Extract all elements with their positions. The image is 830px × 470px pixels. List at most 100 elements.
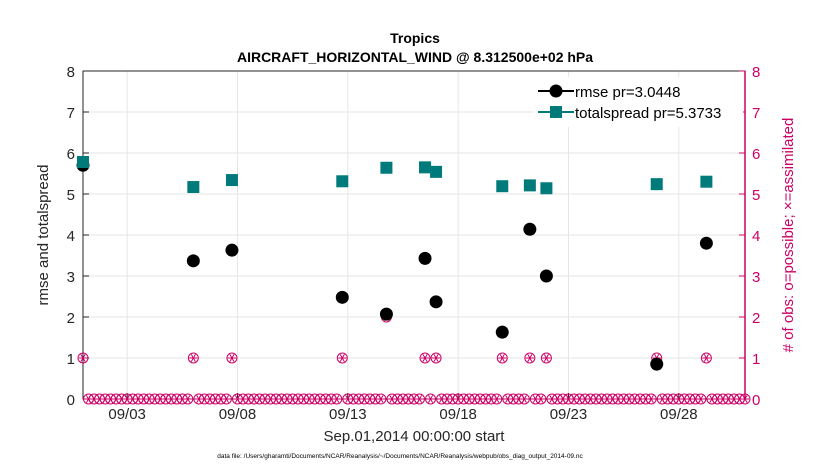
obs-count-point (187, 352, 199, 364)
x-tick-label: 09/03 (108, 406, 146, 423)
legend-rmse-label: rmse pr=3.0448 (575, 84, 680, 101)
chart-subtitle: AIRCRAFT_HORIZONTAL_WIND @ 8.312500e+02 … (237, 49, 593, 65)
y-tick-label-left: 4 (67, 228, 75, 245)
y-tick-label-right: 3 (752, 269, 760, 286)
totalspread-point (523, 179, 536, 192)
obs-count-point (540, 352, 552, 364)
y-tick-label-left: 8 (67, 64, 75, 81)
obs-possible-marker (540, 352, 552, 364)
obs-count-point (695, 393, 707, 405)
obs-possible-marker (645, 393, 657, 405)
totalspread-point (650, 178, 663, 191)
y-tick-label-left: 2 (67, 310, 75, 327)
totalspread-point (77, 156, 89, 169)
obs-count-point (645, 393, 657, 405)
legend: rmse pr=3.0448 totalspread pr=5.3733 (533, 77, 743, 127)
rmse-point (379, 307, 393, 321)
obs-count-point (496, 352, 508, 364)
x-axis-label: Sep.01,2014 00:00:00 start (324, 428, 506, 445)
obs-possible-marker (336, 352, 348, 364)
totalspread-point (336, 175, 349, 188)
obs-possible-marker (414, 393, 426, 405)
grid (83, 70, 745, 400)
legend-box (533, 77, 743, 127)
obs-assimilated-marker (416, 395, 423, 403)
chart-title: Tropics (390, 30, 440, 46)
totalspread-point (496, 180, 509, 193)
obs-count-point (524, 352, 536, 364)
y-tick-label-left: 7 (67, 105, 75, 122)
y-tick-label-left: 0 (67, 392, 75, 409)
obs-assimilated-marker (494, 395, 500, 403)
obs-possible-marker (491, 393, 503, 405)
left-axis: 0 1 2 3 4 5 6 7 8 (67, 64, 89, 409)
obs-possible-marker (535, 393, 547, 405)
obs-possible-marker (375, 393, 387, 405)
obs-assimilated-marker (185, 395, 191, 403)
totalspread-point (430, 165, 443, 178)
obs-assimilated-marker (742, 395, 748, 403)
obs-assimilated-marker (229, 354, 235, 362)
rmse-point (418, 251, 432, 265)
obs-assimilated-marker (190, 354, 196, 362)
rmse-point (225, 243, 239, 257)
obs-possible-marker (695, 393, 707, 405)
y-tick-label-right: 2 (752, 310, 760, 327)
obs-possible-marker (700, 352, 712, 364)
obs-possible-marker (182, 393, 194, 405)
obs-count-point (518, 393, 530, 405)
footnote: data file: /Users/gharamti/Documents/NCA… (217, 453, 583, 460)
rmse-point (523, 222, 537, 236)
series-layer (76, 156, 713, 371)
rmse-point (429, 295, 443, 309)
obs-count-point (491, 393, 503, 405)
x-tick-label: 09/28 (660, 406, 698, 423)
obs-assimilated-marker (422, 354, 428, 362)
rmse-point (335, 290, 349, 304)
x-tick-label: 09/13 (329, 406, 367, 423)
obs-count-point (220, 393, 232, 405)
rmse-point (539, 269, 553, 283)
y-tick-label-right: 8 (752, 64, 760, 81)
y-tick-label-right: 7 (752, 105, 760, 122)
y-tick-label-right: 5 (752, 187, 760, 204)
obs-possible-marker (226, 352, 238, 364)
y-tick-label-left: 6 (67, 146, 75, 163)
obs-assimilated-marker (80, 354, 86, 362)
obs-assimilated-marker (521, 395, 527, 403)
obs-count-point (375, 393, 387, 405)
obs-count-point (739, 393, 751, 405)
obs-possible-marker (220, 393, 232, 405)
obs-count-point (358, 393, 370, 405)
legend-spread-label: totalspread pr=5.3733 (575, 105, 721, 122)
obs-count-point (77, 352, 89, 364)
obs-assimilated-marker (223, 395, 229, 403)
obs-count-layer (77, 311, 751, 405)
obs-assimilated-marker (428, 395, 434, 403)
legend-spread-marker (550, 106, 562, 118)
obs-count-point (182, 393, 194, 405)
obs-assimilated-marker (698, 395, 704, 403)
obs-assimilated-marker (334, 395, 340, 403)
y-tick-label-right: 1 (752, 351, 760, 368)
y-tick-label-right: 4 (752, 228, 760, 245)
rmse-point (650, 357, 664, 371)
legend-rmse-marker (549, 84, 563, 98)
obs-count-point (331, 393, 343, 405)
y-axis-label-right: # of obs: o=possible; ×=assimilated (780, 118, 797, 353)
x-axis: 09/03 09/08 09/13 09/18 09/23 09/28 (108, 393, 698, 423)
obs-count-point (414, 393, 426, 405)
y-tick-label-left: 3 (67, 269, 75, 286)
totalspread-point (187, 181, 200, 194)
y-tick-label-left: 1 (67, 351, 75, 368)
obs-assimilated-marker (378, 395, 384, 403)
obs-possible-marker (425, 393, 437, 405)
obs-assimilated-marker (527, 354, 533, 362)
x-tick-label: 09/23 (550, 406, 588, 423)
obs-assimilated-marker (339, 354, 345, 362)
obs-assimilated-marker (543, 354, 549, 362)
y-axis-label-left: rmse and totalspread (35, 165, 52, 306)
obs-possible-marker (496, 352, 508, 364)
obs-possible-marker (430, 352, 442, 364)
